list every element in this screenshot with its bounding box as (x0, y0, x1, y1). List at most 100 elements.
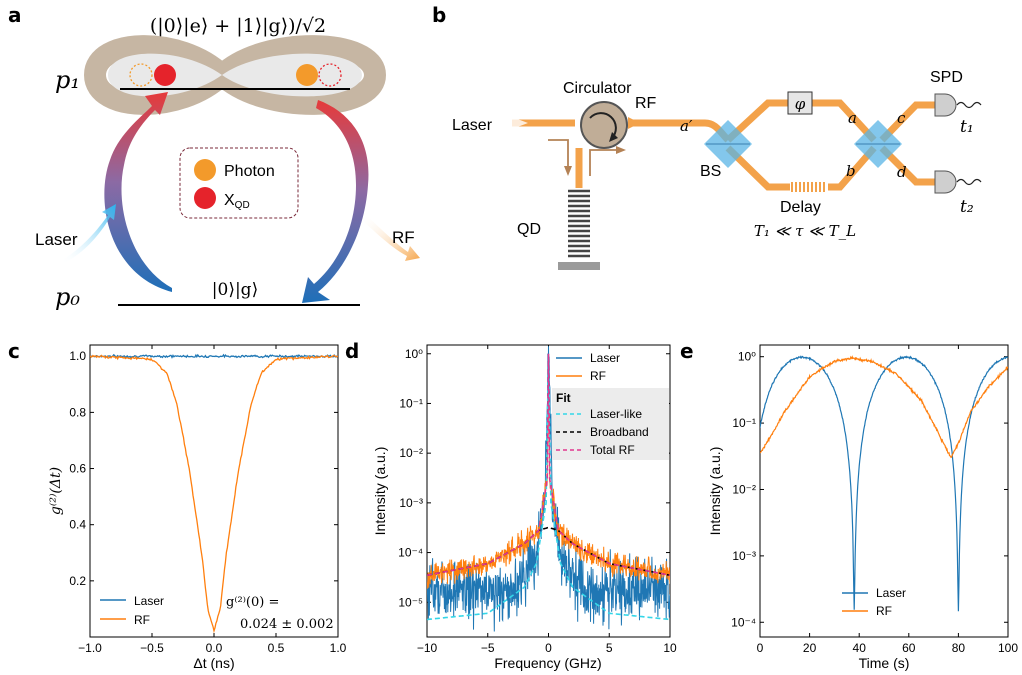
fiber-out-d (879, 145, 935, 186)
chart-d-legend: Laser RF Fit Laser-like Broadband Total … (552, 351, 669, 460)
x-tick-label: 5 (606, 641, 613, 655)
series-laser (90, 353, 338, 359)
rf-label: RF (392, 228, 415, 247)
spd-signal-wave-2 (956, 178, 982, 186)
y-tick-label: 10⁻⁵ (398, 595, 423, 609)
spd-detector-2 (934, 170, 957, 194)
chart-d-series (427, 346, 670, 632)
port-c-label: c (897, 109, 906, 127)
chart-e-frame (759, 344, 1009, 638)
emission-arrow-right (302, 100, 369, 303)
y-tick-label: 1.0 (69, 349, 86, 363)
qd-output-arrow-head (616, 146, 626, 154)
chart-c-legend-rf: RF (134, 613, 150, 627)
qd-input-arrow (548, 139, 569, 168)
series-laser-like (427, 353, 670, 621)
laser-label-b: Laser (452, 117, 493, 134)
chart-c-series (90, 353, 338, 634)
chart-d-legend-laser: Laser (590, 351, 620, 365)
y-tick-label: 10⁻⁴ (731, 615, 756, 629)
qd-label: QD (517, 221, 541, 238)
y-tick-label: 10⁰ (405, 347, 423, 361)
x-tick-label: −0.5 (140, 641, 164, 655)
series-rf (760, 355, 1008, 459)
ground-state-label: |0⟩|g⟩ (212, 280, 258, 300)
laser-arrow-tip (512, 117, 528, 129)
rf-label-b: RF (635, 95, 657, 112)
port-b-label: b (846, 162, 856, 180)
rf-output-arrow (362, 215, 420, 261)
chart-c-ylabel: g⁽²⁾(Δt) (48, 467, 64, 515)
chart-c: −1.0 −0.5 0.0 0.5 1.0 0.2 0.4 0.6 0.8 1.0 g⁽²⁾(Δt… (48, 344, 347, 671)
y-tick-label: 10⁻¹ (399, 396, 423, 410)
phase-symbol: φ (795, 95, 806, 113)
panel-letter-d: d (345, 339, 359, 363)
x-tick-label: −1.0 (78, 641, 102, 655)
series-total-rf (427, 353, 670, 576)
panel-letter-a: a (8, 3, 22, 27)
chart-e-legend-laser: Laser (876, 586, 906, 600)
chart-d-legend-broadband: Broadband (590, 425, 649, 439)
qd-input-arrow-head (564, 166, 572, 176)
x-tick-label: 100 (998, 641, 1018, 655)
y-tick-label: 10⁰ (738, 350, 756, 364)
x-tick-label: 80 (952, 641, 966, 655)
level-p1-label: p₁ (55, 66, 80, 94)
chart-c-legend: Laser RF (100, 594, 164, 627)
chart-e-ylabel: Intensity (a.u.) (707, 447, 723, 536)
panel-a-diagram: (|0⟩|e⟩ + |1⟩|g⟩)/√2 p₁ p₀ |0⟩|g⟩ Laser … (35, 15, 420, 311)
circ-out-arrow-tip (628, 117, 640, 129)
series-rf (90, 354, 338, 634)
x-tick-label: 60 (902, 641, 916, 655)
y-tick-label: 10⁻² (732, 482, 756, 496)
y-tick-label: 0.2 (69, 574, 86, 588)
fiber-out-c (879, 101, 935, 143)
spd-label: SPD (930, 69, 963, 86)
chart-d-fit-legend-box (552, 388, 669, 460)
fiber-lower-arm-b (828, 145, 877, 191)
t2-label: t₂ (960, 197, 974, 217)
chart-e-xlabel: Time (s) (859, 655, 910, 671)
phase-shifter-box (787, 91, 813, 115)
y-tick-label: 10⁻³ (732, 549, 756, 563)
legend-xqd-icon (194, 187, 216, 209)
superposition-state-label: (|0⟩|e⟩ + |1⟩|g⟩)/√2 (150, 15, 326, 37)
x-tick-label: 0.0 (206, 641, 223, 655)
excitation-arrow-left (104, 92, 172, 292)
xqd-dashed-right (318, 63, 342, 87)
chart-c-legend-laser: Laser (134, 594, 164, 608)
chart-c-annotation-value: 0.024 ± 0.002 (240, 617, 334, 632)
series-laser (760, 355, 1008, 612)
timing-condition: T₁ ≪ τ ≪ T_L (754, 222, 856, 240)
chart-e-ticks: 0 20 40 60 80 100 10⁻⁴ 10⁻³ 10⁻² 10⁻¹ 10⁰ (731, 345, 1018, 655)
panel-letter-c: c (8, 339, 20, 363)
port-a-label: a (848, 109, 857, 127)
chart-d-xlabel: Frequency (GHz) (494, 655, 601, 671)
qd-output-arrow (589, 149, 618, 176)
port-a-prime-label: a′ (680, 117, 693, 135)
x-tick-label: 0 (757, 641, 764, 655)
y-tick-label: 10⁻⁴ (398, 546, 423, 560)
qd-micropillar-icon (558, 188, 600, 270)
chart-d: −10 −5 0 5 10 10⁻⁵ 10⁻⁴ 10⁻³ 10⁻² 10⁻¹ 10⁰ Intensi… (372, 344, 677, 671)
y-tick-label: 10⁻² (399, 446, 423, 460)
panel-a-legend-box (179, 147, 299, 219)
chart-e-series (760, 355, 1008, 612)
circulator-arrow (589, 112, 617, 139)
t1-label: t₁ (960, 117, 974, 137)
bs-label: BS (700, 163, 721, 180)
y-tick-label: 10⁻³ (399, 496, 423, 510)
x-tick-label: −10 (417, 641, 438, 655)
delay-line (791, 182, 825, 192)
chart-d-fit-title: Fit (556, 391, 571, 405)
xqd-dot-left (154, 64, 176, 86)
legend-xqd-label: XQD (224, 192, 250, 211)
beam-splitter-2 (854, 120, 902, 168)
chart-d-ylabel: Intensity (a.u.) (372, 447, 388, 536)
legend-photon-icon (194, 159, 216, 181)
x-tick-label: 0.5 (268, 641, 285, 655)
x-tick-label: 40 (853, 641, 867, 655)
photon-dashed-left (129, 63, 153, 87)
x-tick-label: 1.0 (330, 641, 347, 655)
chart-d-legend-totalrf: Total RF (590, 443, 635, 457)
